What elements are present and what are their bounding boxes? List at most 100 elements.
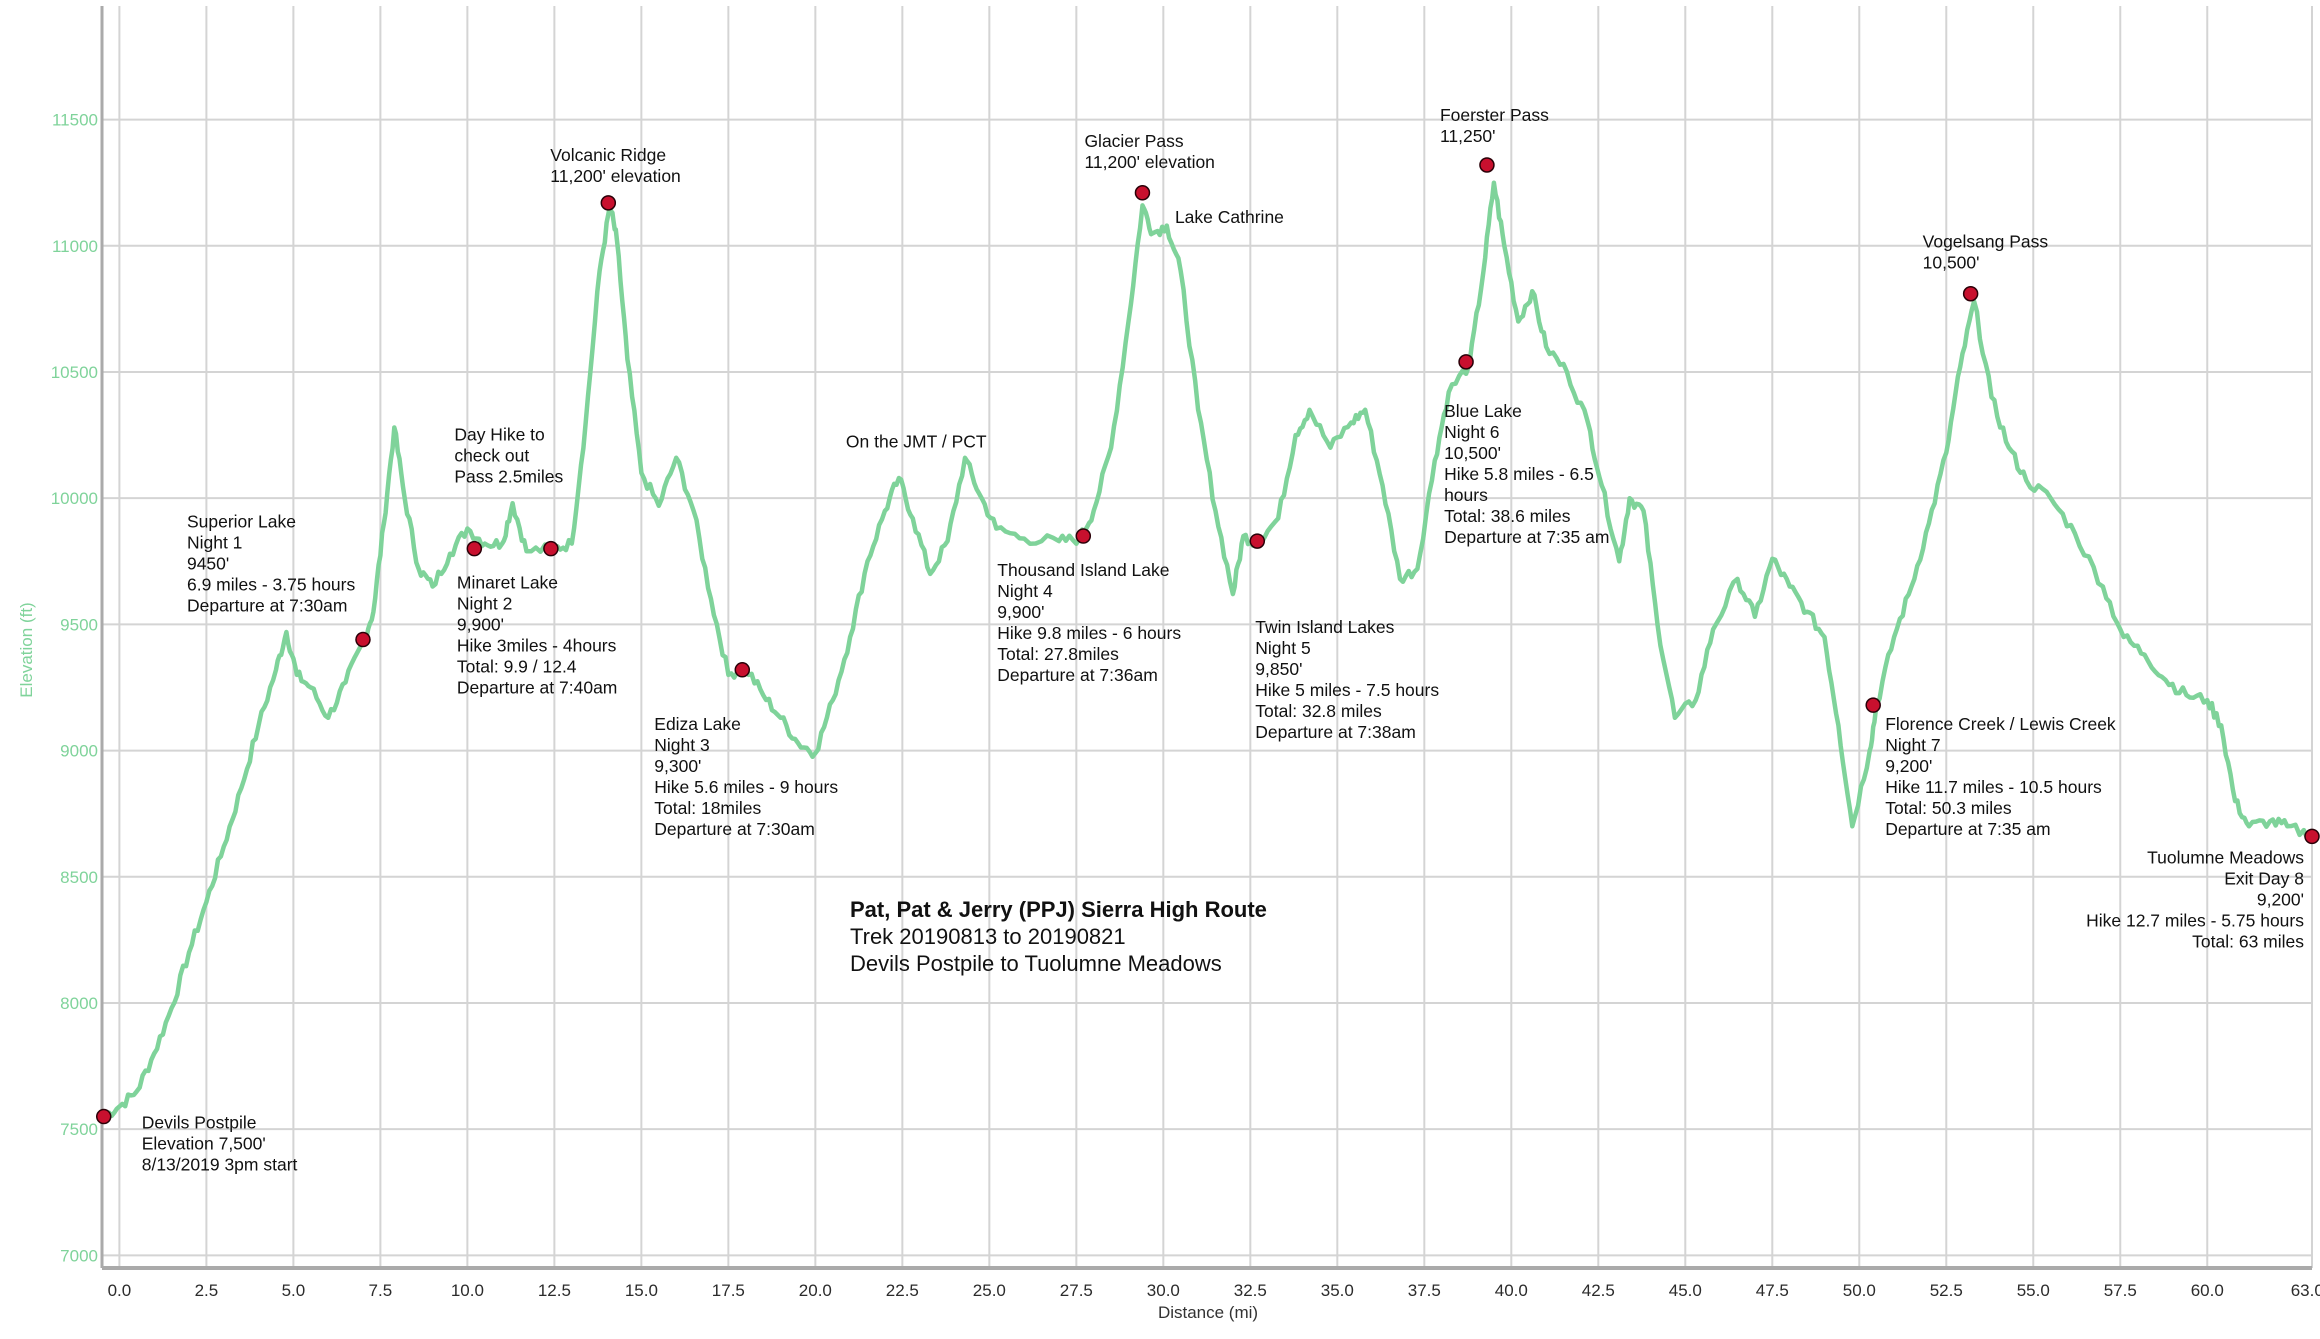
x-tick-label: 45.0 bbox=[1669, 1281, 1702, 1300]
waypoint-label-line: Total: 38.6 miles bbox=[1444, 506, 1571, 526]
waypoint-label-line: 9,200' bbox=[1885, 756, 1932, 776]
x-tick-label: 0.0 bbox=[108, 1281, 132, 1300]
waypoint-marker bbox=[1962, 285, 1979, 302]
waypoint-marker bbox=[355, 631, 371, 648]
waypoint-label-line: 8/13/2019 3pm start bbox=[142, 1155, 298, 1175]
waypoint-marker bbox=[543, 540, 559, 557]
waypoint-label-line: Departure at 7:35 am bbox=[1885, 819, 2050, 839]
caption-dates: Trek 20190813 to 20190821 bbox=[850, 924, 1126, 949]
waypoint-label-line: Departure at 7:40am bbox=[457, 678, 618, 698]
y-tick-label: 11000 bbox=[52, 237, 98, 256]
waypoint-label-line: Elevation 7,500' bbox=[142, 1134, 266, 1154]
x-tick-label: 32.5 bbox=[1234, 1281, 1267, 1300]
y-tick-label: 9000 bbox=[60, 742, 98, 761]
x-axis-label: Distance (mi) bbox=[1158, 1303, 1258, 1322]
waypoint-label-line: Ediza Lake bbox=[654, 714, 741, 734]
waypoint-label-line: Departure at 7:30am bbox=[187, 596, 348, 616]
waypoint-label-line: Departure at 7:30am bbox=[654, 819, 815, 839]
waypoint-label-line: 9450' bbox=[187, 554, 229, 574]
x-tick-label: 52.5 bbox=[1930, 1281, 1963, 1300]
waypoint-label-line: Night 7 bbox=[1885, 735, 1940, 755]
waypoint-label-line: 9,200' bbox=[2257, 889, 2304, 909]
waypoint-label-line: Hike 3miles - 4hours bbox=[457, 636, 617, 656]
waypoint-label-line: Departure at 7:36am bbox=[997, 665, 1158, 685]
waypoint-marker bbox=[1458, 354, 1474, 370]
waypoint-label-line: check out bbox=[454, 446, 529, 466]
x-tick-label: 42.5 bbox=[1582, 1281, 1615, 1300]
waypoint-label-line: Total: 18miles bbox=[654, 798, 761, 818]
x-tick-label: 22.5 bbox=[886, 1281, 919, 1300]
waypoint-marker bbox=[734, 662, 751, 678]
x-tick-label: 10.0 bbox=[451, 1281, 484, 1300]
caption-title: Pat, Pat & Jerry (PPJ) Sierra High Route bbox=[850, 897, 1267, 922]
x-tick-label: 50.0 bbox=[1843, 1281, 1876, 1300]
waypoint-label-line: 11,250' bbox=[1440, 126, 1496, 146]
axes-layer: 0.0 2.5 5.0 7.5 10.0 12.5 15.0 17.5 20.0 22.5 25.0… bbox=[51, 6, 2320, 1300]
waypoint-label-line: Minaret Lake bbox=[457, 573, 558, 593]
marker-layer bbox=[95, 157, 2320, 1125]
waypoint-label-line: 11,200' elevation bbox=[550, 166, 680, 186]
y-tick-label: 11500 bbox=[52, 111, 98, 130]
line-layer bbox=[101, 180, 2315, 1119]
waypoint-label-line: 9,900' bbox=[457, 615, 504, 635]
waypoint-marker bbox=[1865, 697, 1881, 713]
waypoint-label-line: Total: 63 miles bbox=[2192, 931, 2304, 951]
waypoint-label-line: Hike 5.6 miles - 9 hours bbox=[654, 777, 838, 797]
waypoint-label-line: Superior Lake bbox=[187, 512, 296, 532]
waypoint-label-line: Night 3 bbox=[654, 735, 709, 755]
x-tick-label: 47.5 bbox=[1756, 1281, 1789, 1300]
waypoint-label-line: Total: 9.9 / 12.4 bbox=[457, 657, 577, 677]
waypoint-label-line: Total: 50.3 miles bbox=[1885, 798, 2012, 818]
waypoint-label-line: Night 5 bbox=[1255, 638, 1310, 658]
x-tick-label: 35.0 bbox=[1321, 1281, 1354, 1300]
waypoint-label-line: Hike 9.8 miles - 6 hours bbox=[997, 623, 1181, 643]
waypoint-label-line: 6.9 miles - 3.75 hours bbox=[187, 575, 356, 595]
x-tick-label: 60.0 bbox=[2191, 1281, 2224, 1300]
waypoint-label-line: Hike 5.8 miles - 6.5 bbox=[1444, 464, 1594, 484]
waypoint-marker bbox=[95, 1108, 112, 1125]
waypoint-marker bbox=[1479, 157, 1495, 173]
waypoint-label-line: Vogelsang Pass bbox=[1923, 232, 2049, 252]
plot-area bbox=[102, 6, 2312, 1268]
waypoint-label-line: hours bbox=[1444, 485, 1488, 505]
x-tick-label: 57.5 bbox=[2104, 1281, 2137, 1300]
waypoint-marker bbox=[600, 195, 617, 211]
waypoint-label-line: 9,850' bbox=[1255, 659, 1302, 679]
waypoint-label-line: Hike 5 miles - 7.5 hours bbox=[1255, 680, 1439, 700]
waypoint-label-line: Thousand Island Lake bbox=[997, 560, 1169, 580]
waypoint-label-line: Hike 12.7 miles - 5.75 hours bbox=[2086, 910, 2304, 930]
waypoint-label-line: Pass 2.5miles bbox=[454, 467, 563, 487]
x-tick-label: 37.5 bbox=[1408, 1281, 1441, 1300]
waypoint-label-line: Glacier Pass bbox=[1084, 131, 1183, 151]
x-tick-label: 40.0 bbox=[1495, 1281, 1528, 1300]
waypoint-label-line: Twin Island Lakes bbox=[1255, 617, 1394, 637]
waypoint-label-line: Departure at 7:35 am bbox=[1444, 527, 1609, 547]
elevation-line bbox=[101, 180, 2315, 1119]
x-tick-label: 2.5 bbox=[195, 1281, 219, 1300]
waypoint-label-line: Exit Day 8 bbox=[2224, 868, 2304, 888]
waypoint-label-line: Devils Postpile bbox=[142, 1113, 257, 1133]
waypoint-label-line: Tuolumne Meadows bbox=[2147, 847, 2304, 867]
y-axis-label: Elevation (ft) bbox=[17, 602, 36, 697]
waypoint-label-line: Volcanic Ridge bbox=[550, 145, 666, 165]
y-tick-label: 9500 bbox=[60, 615, 98, 634]
waypoint-label-line: Night 6 bbox=[1444, 422, 1499, 442]
waypoint-marker bbox=[2304, 828, 2320, 845]
waypoint-label-line: Day Hike to bbox=[454, 425, 544, 445]
waypoint-label-line: Total: 32.8 miles bbox=[1255, 701, 1382, 721]
x-tick-label: 7.5 bbox=[369, 1281, 393, 1300]
chart-caption: Pat, Pat & Jerry (PPJ) Sierra High Route… bbox=[850, 897, 1267, 976]
